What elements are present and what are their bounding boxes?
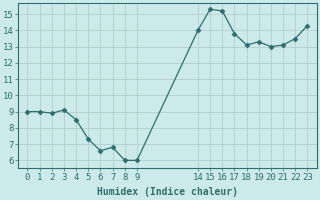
X-axis label: Humidex (Indice chaleur): Humidex (Indice chaleur): [97, 187, 238, 197]
